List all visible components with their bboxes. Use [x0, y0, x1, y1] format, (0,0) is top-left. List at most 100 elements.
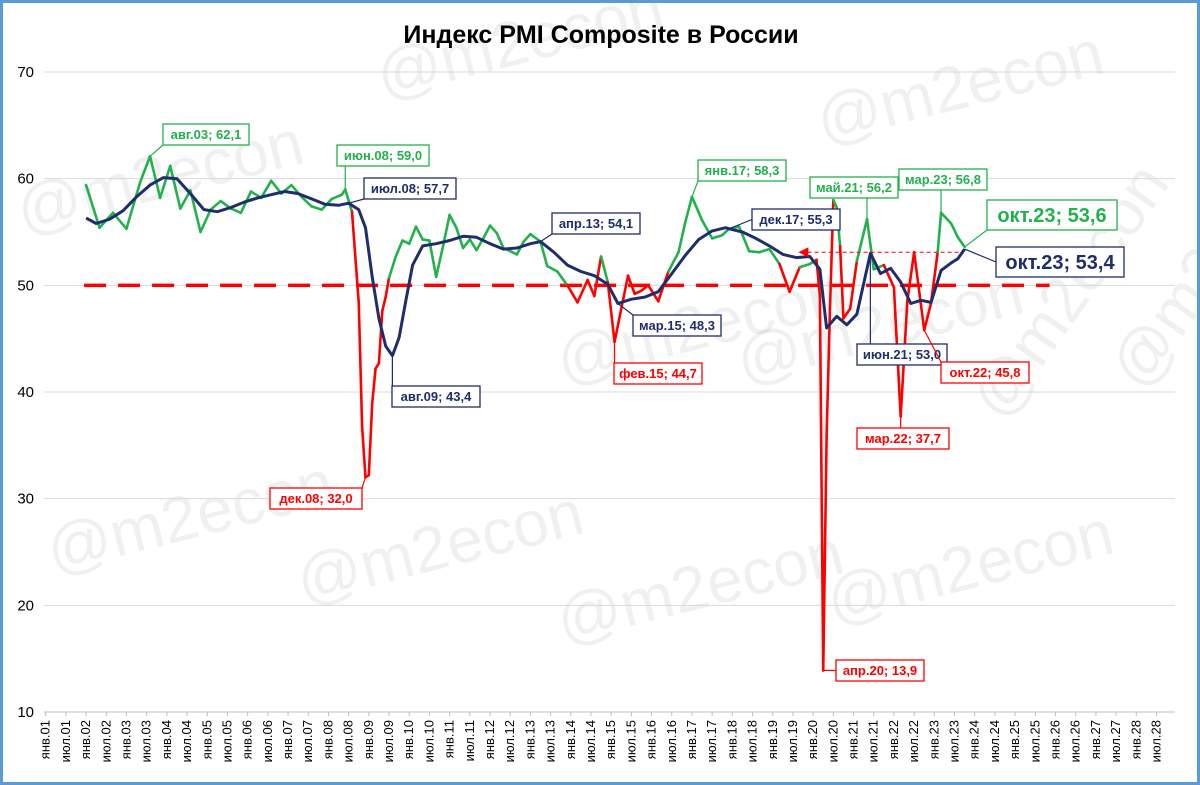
x-tick-label: янв.26: [1048, 720, 1063, 759]
monthly-pmi-segment: [343, 188, 354, 214]
monthly-pmi-segment: [825, 307, 832, 438]
monthly-pmi-segment: [229, 207, 243, 215]
monthly-pmi-segment: [838, 244, 845, 320]
y-tick-label: 50: [17, 277, 34, 294]
monthly-pmi-segment: [387, 255, 398, 280]
x-tick-label: янв.25: [1007, 720, 1022, 759]
annotation-box: [898, 168, 988, 191]
monthly-pmi-segment: [556, 270, 569, 287]
monthly-pmi-segment: [357, 301, 364, 428]
monthly-pmi-segment: [377, 309, 384, 365]
y-tick-label: 10: [17, 704, 34, 721]
monthly-pmi-segment: [677, 221, 687, 254]
monthly-pmi-segment: [529, 232, 542, 243]
annotation-label: апр.20; 13,9: [843, 663, 917, 678]
annotation-leader: [923, 329, 942, 363]
monthly-pmi-segment: [414, 225, 424, 241]
annotation-label: мар.22; 37,7: [865, 431, 941, 446]
annotation-leader: [964, 248, 997, 263]
annotation-leader: [361, 477, 367, 489]
annotation-label: июн.08; 59,0: [344, 148, 422, 163]
monthly-pmi-segment: [380, 295, 387, 313]
monthly-pmi-segment: [148, 154, 162, 200]
level-pointer-arrow: [798, 247, 809, 258]
monthly-pmi-segment: [848, 259, 859, 311]
x-tick-label: янв.27: [1088, 720, 1103, 759]
pmi-chart: @m2econ@m2econ @m2econ@m2econ@m2econ@m2ec…: [9, 3, 1197, 762]
annotation-label: окт.23; 53,4: [1005, 252, 1115, 274]
monthly-pmi-segment: [367, 402, 374, 477]
monthly-pmi-segment: [818, 294, 825, 672]
monthly-pmi-segment: [138, 154, 152, 185]
annotation-box: [551, 212, 641, 235]
monthly-pmi-segment: [481, 224, 492, 240]
x-tick-label: янв.19: [765, 720, 780, 759]
x-tick-label: июл.20: [825, 720, 840, 762]
annotation-box: [995, 246, 1125, 278]
annotation-box: [986, 199, 1118, 231]
monthly-pmi-segment: [448, 213, 458, 230]
annotation-label: авг.03; 62,1: [171, 127, 242, 142]
monthly-pmi-segment: [586, 278, 596, 298]
monthly-pmi-segment: [798, 262, 812, 269]
annotation-label: мар.15; 48,3: [639, 318, 715, 333]
annotation-box: [336, 144, 430, 167]
y-tick-label: 60: [17, 171, 34, 188]
monthly-pmi-segment: [690, 195, 704, 222]
monthly-pmi-segment: [912, 250, 926, 332]
monthly-pmi-segment: [461, 238, 472, 250]
x-tick-label: июл.08: [341, 720, 356, 762]
x-tick-label: янв.06: [240, 720, 255, 759]
monthly-pmi-segment: [384, 276, 391, 299]
x-tick-label: янв.14: [563, 720, 578, 759]
annotation-box: [809, 176, 899, 199]
x-tick-label: янв.18: [724, 720, 739, 759]
monthly-pmi-segment: [158, 164, 172, 200]
monthly-pmi-segment: [821, 434, 828, 672]
x-tick-label: июл.10: [421, 720, 436, 762]
x-tick-label: янв.10: [401, 720, 416, 759]
x-tick-label: янв.05: [199, 720, 214, 759]
monthly-pmi-segment: [788, 265, 801, 294]
chart-title: Индекс PMI Composite в России: [403, 21, 798, 49]
monthly-pmi-segment: [757, 247, 771, 254]
monthly-pmi-segment: [330, 193, 344, 201]
monthly-pmi-segment: [700, 218, 714, 240]
monthly-pmi-segment: [259, 179, 273, 200]
monthly-pmi-segment: [576, 278, 589, 304]
watermark-text: @m2econ: [369, 3, 670, 112]
watermark-text: @m2econ: [9, 106, 310, 247]
x-tick-label: июл.05: [219, 720, 234, 762]
monthly-pmi-segment: [434, 245, 445, 279]
x-tick-label: июл.27: [1108, 720, 1123, 762]
monthly-pmi-segment: [956, 236, 966, 249]
monthly-pmi-segment: [619, 274, 630, 311]
monthly-pmi-segment: [906, 250, 916, 302]
annotation-box: [856, 343, 948, 366]
x-tick-label: янв.02: [78, 720, 93, 759]
monthly-pmi-segment: [168, 164, 182, 210]
monthly-pmi-segment: [407, 225, 418, 246]
monthly-pmi-segment: [936, 211, 943, 254]
x-tick-label: июл.21: [866, 720, 881, 762]
x-tick-label: янв.21: [846, 720, 861, 759]
monthly-pmi-segment: [667, 250, 680, 273]
annotation-label: окт.23; 53,6: [997, 205, 1106, 227]
annotation-label: июл.08; 57,7: [371, 181, 449, 196]
monthly-pmi-segment: [882, 263, 896, 289]
x-tick-label: июл.16: [664, 720, 679, 762]
annotation-leader: [617, 302, 634, 316]
x-tick-label: янв.17: [684, 720, 699, 759]
annotation-box: [751, 208, 841, 231]
monthly-pmi-segment: [747, 249, 761, 254]
monthly-pmi-segment: [710, 233, 724, 240]
annotation-leader: [348, 198, 365, 204]
x-tick-label: янв.24: [967, 720, 982, 759]
monthly-pmi-segment: [495, 231, 505, 250]
x-tick-label: июл.22: [906, 720, 921, 762]
x-tick-label: янв.28: [1128, 720, 1143, 759]
x-axis: янв.01 июл.01 янв.02 июл.02 янв.03 июл.03 янв.…: [38, 712, 1163, 762]
watermark-text: @m2econ: [809, 16, 1110, 157]
annotation-box: [940, 361, 1030, 384]
